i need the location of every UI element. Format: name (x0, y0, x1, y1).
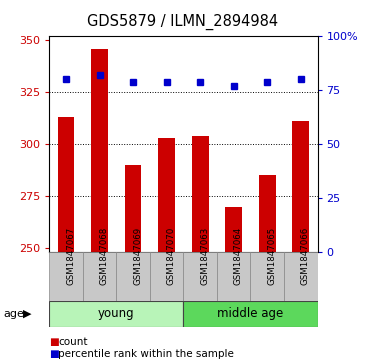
Bar (125, 165, 142, 252)
Text: GSM1847065: GSM1847065 (267, 227, 276, 285)
Bar (83, 252, 116, 301)
Text: ▶: ▶ (23, 309, 32, 319)
Bar (250, 252, 284, 301)
Bar (49, 252, 83, 301)
Bar (116, 252, 150, 301)
Text: young: young (98, 307, 135, 321)
Text: GSM1847064: GSM1847064 (234, 227, 243, 285)
Bar (49, 301, 183, 327)
Bar (58, 117, 74, 252)
Text: middle age: middle age (217, 307, 284, 321)
Bar (292, 122, 309, 252)
Text: ■: ■ (49, 349, 59, 359)
Text: GSM1847066: GSM1847066 (301, 227, 310, 285)
Bar (192, 136, 208, 252)
Text: GSM1847068: GSM1847068 (100, 227, 108, 285)
Bar (217, 252, 250, 301)
Bar (158, 138, 175, 252)
Bar (150, 252, 184, 301)
Text: ■: ■ (49, 337, 59, 347)
Text: GSM1847069: GSM1847069 (133, 227, 142, 285)
Text: GSM1847070: GSM1847070 (167, 227, 176, 285)
Text: GSM1847063: GSM1847063 (200, 227, 209, 285)
Bar (183, 301, 318, 327)
Text: count: count (58, 337, 88, 347)
Bar (284, 252, 318, 301)
Text: age: age (4, 309, 24, 319)
Bar (225, 207, 242, 252)
Text: GDS5879 / ILMN_2894984: GDS5879 / ILMN_2894984 (87, 14, 278, 30)
Text: GSM1847067: GSM1847067 (66, 227, 75, 285)
Bar (183, 252, 217, 301)
Bar (259, 175, 276, 252)
Text: percentile rank within the sample: percentile rank within the sample (58, 349, 234, 359)
Bar (91, 49, 108, 252)
